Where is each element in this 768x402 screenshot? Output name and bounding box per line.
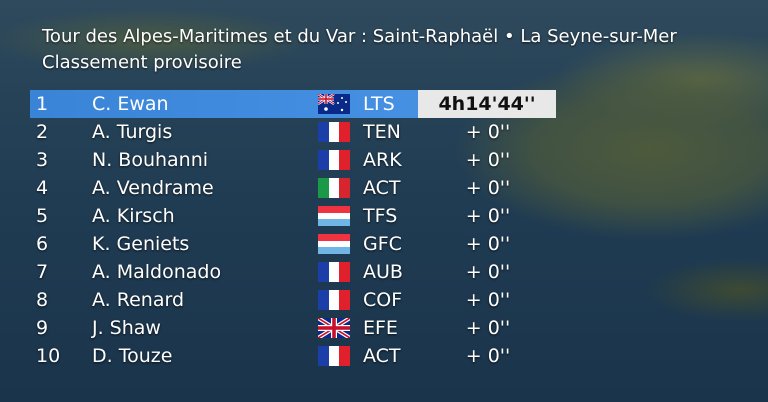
standings-row: 10 D. Touze ACT + 0'' — [30, 342, 556, 370]
team-code: ACT — [363, 177, 401, 199]
time-gap: + 0'' — [465, 233, 511, 255]
team-code: LTS — [363, 93, 395, 115]
rank: 4 — [36, 177, 49, 199]
uk-flag-icon — [318, 318, 350, 338]
standings-row-leader: 1 C. Ewan LTS 4h14'44'' — [30, 90, 556, 118]
rank: 7 — [36, 261, 49, 283]
team-code: COF — [363, 289, 403, 311]
rank: 9 — [36, 317, 49, 339]
luxembourg-flag-icon — [318, 206, 350, 226]
rider-name: D. Touze — [92, 345, 173, 367]
rider-name: A. Maldonado — [92, 261, 222, 283]
header: Tour des Alpes-Maritimes et du Var : Sai… — [42, 24, 677, 76]
italy-flag-icon — [318, 178, 350, 198]
rider-name: N. Bouhanni — [92, 149, 209, 171]
france-flag-icon — [318, 122, 350, 142]
rider-name: J. Shaw — [92, 317, 161, 339]
france-flag-icon — [318, 290, 350, 310]
team-code: ACT — [363, 345, 401, 367]
rider-name: K. Geniets — [92, 233, 190, 255]
time-gap: + 0'' — [465, 261, 511, 283]
rank: 5 — [36, 205, 49, 227]
rider-name: A. Turgis — [92, 121, 173, 143]
race-title: Tour des Alpes-Maritimes et du Var : Sai… — [42, 26, 677, 47]
standings-row: 3 N. Bouhanni ARK + 0'' — [30, 146, 556, 174]
time-gap: + 0'' — [465, 205, 511, 227]
rank: 3 — [36, 149, 49, 171]
rank: 8 — [36, 289, 49, 311]
time-gap: + 0'' — [465, 289, 511, 311]
time-gap: + 0'' — [465, 345, 511, 367]
standings-table: 1 C. Ewan LTS 4h14'44'' 2 A. Turgis TEN … — [30, 90, 556, 370]
rank: 2 — [36, 121, 49, 143]
australia-flag-icon — [318, 94, 350, 114]
france-flag-icon — [318, 262, 350, 282]
rider-name: A. Renard — [92, 289, 185, 311]
rider-name: C. Ewan — [92, 93, 169, 115]
team-code: ARK — [363, 149, 402, 171]
rider-name: A. Kirsch — [92, 205, 175, 227]
standings-row: 4 A. Vendrame ACT + 0'' — [30, 174, 556, 202]
standings-row: 9 J. Shaw EFE + 0'' — [30, 314, 556, 342]
team-code: TEN — [363, 121, 401, 143]
rank: 10 — [36, 345, 61, 367]
standings-row: 6 K. Geniets GFC + 0'' — [30, 230, 556, 258]
luxembourg-flag-icon — [318, 234, 350, 254]
rank: 1 — [36, 93, 49, 115]
team-code: AUB — [363, 261, 403, 283]
rank: 6 — [36, 233, 49, 255]
standings-row: 5 A. Kirsch TFS + 0'' — [30, 202, 556, 230]
team-code: TFS — [363, 205, 398, 227]
time-gap: + 0'' — [465, 317, 511, 339]
team-code: GFC — [363, 233, 402, 255]
standings-row: 8 A. Renard COF + 0'' — [30, 286, 556, 314]
standings-row: 7 A. Maldonado AUB + 0'' — [30, 258, 556, 286]
standings-row: 2 A. Turgis TEN + 0'' — [30, 118, 556, 146]
france-flag-icon — [318, 346, 350, 366]
time: 4h14'44'' — [418, 90, 556, 118]
time-gap: + 0'' — [465, 177, 511, 199]
time-gap: + 0'' — [465, 121, 511, 143]
standings-subtitle: Classement provisoire — [42, 52, 242, 73]
france-flag-icon — [318, 150, 350, 170]
time-gap: + 0'' — [465, 149, 511, 171]
rider-name: A. Vendrame — [92, 177, 214, 199]
team-code: EFE — [363, 317, 398, 339]
